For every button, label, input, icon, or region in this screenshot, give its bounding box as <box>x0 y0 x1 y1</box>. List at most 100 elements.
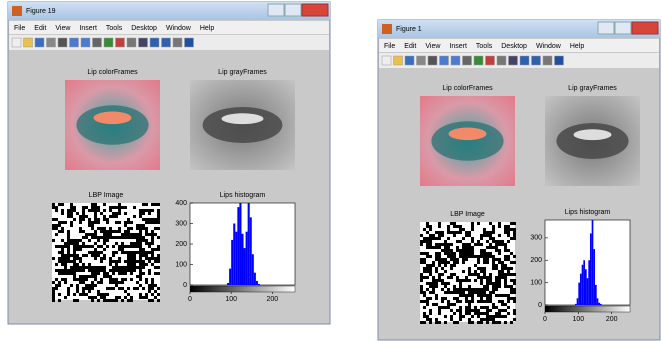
menu-item[interactable]: Edit <box>404 43 416 50</box>
toolbar-button[interactable] <box>139 38 148 47</box>
lbp-pixel <box>465 276 468 279</box>
lbp-pixel <box>118 269 121 272</box>
histogram-bar <box>248 203 250 285</box>
maximize-button[interactable] <box>285 4 301 16</box>
maximize-button[interactable] <box>615 22 631 34</box>
toolbar-button[interactable] <box>58 38 67 47</box>
lbp-pixel <box>127 293 130 296</box>
lbp-pixel <box>64 242 67 245</box>
toolbar-button[interactable] <box>543 56 552 65</box>
toolbar-button[interactable] <box>405 56 414 65</box>
menu-item[interactable]: Help <box>200 25 215 32</box>
toolbar-button[interactable] <box>47 38 56 47</box>
toolbar-button[interactable] <box>35 38 44 47</box>
lbp-pixel <box>112 266 115 269</box>
close-button[interactable] <box>302 4 328 16</box>
lbp-pixel <box>97 245 100 248</box>
lbp-pixel <box>124 278 127 281</box>
toolbar-button[interactable] <box>150 38 159 47</box>
lbp-pixel <box>447 228 450 231</box>
lbp-pixel <box>426 318 429 321</box>
toolbar-button[interactable] <box>81 38 90 47</box>
lbp-pixel <box>444 297 447 300</box>
toolbar-button[interactable] <box>509 56 518 65</box>
lbp-pixel <box>483 231 486 234</box>
menu-item[interactable]: File <box>14 25 25 32</box>
lbp-pixel <box>52 287 55 290</box>
lbp-pixel <box>109 227 112 230</box>
toolbar-button[interactable] <box>520 56 529 65</box>
menu-item[interactable]: Window <box>166 25 192 32</box>
close-button[interactable] <box>632 22 658 34</box>
lbp-pixel <box>76 278 79 281</box>
lbp-pixel <box>456 279 459 282</box>
toolbar-button[interactable] <box>127 38 136 47</box>
toolbar-button[interactable] <box>173 38 182 47</box>
toolbar-button[interactable] <box>185 38 194 47</box>
lbp-pixel <box>471 300 474 303</box>
lbp-pixel <box>73 254 76 257</box>
lbp-pixel <box>426 288 429 291</box>
lbp-pixel <box>429 285 432 288</box>
lbp-pixel <box>94 275 97 278</box>
lbp-pixel <box>438 222 441 225</box>
menu-item[interactable]: Insert <box>79 25 97 32</box>
lbp-pixel <box>474 270 477 273</box>
menu-item[interactable]: Tools <box>106 25 123 32</box>
toolbar-button[interactable] <box>24 38 33 47</box>
toolbar-button[interactable] <box>428 56 437 65</box>
lbp-pixel <box>82 236 85 239</box>
menu-item[interactable]: Edit <box>34 25 46 32</box>
lbp-pixel <box>447 243 450 246</box>
menu-item[interactable]: View <box>425 43 441 50</box>
toolbar-button[interactable] <box>440 56 449 65</box>
toolbar-button[interactable] <box>93 38 102 47</box>
chart-title: Lips histogram <box>220 192 266 199</box>
lbp-pixel <box>142 227 145 230</box>
menu-item[interactable]: Help <box>570 43 585 50</box>
menu-item[interactable]: Window <box>536 43 562 50</box>
toolbar-button[interactable] <box>463 56 472 65</box>
toolbar-button[interactable] <box>417 56 426 65</box>
toolbar-button[interactable] <box>451 56 460 65</box>
menu-item[interactable]: Desktop <box>131 25 157 32</box>
menu-item[interactable]: File <box>384 43 395 50</box>
lbp-pixel <box>447 237 450 240</box>
toolbar-button[interactable] <box>474 56 483 65</box>
toolbar-button[interactable] <box>382 56 391 65</box>
lbp-pixel <box>507 300 510 303</box>
lbp-pixel <box>432 264 435 267</box>
lbp-pixel <box>513 255 516 258</box>
lbp-pixel <box>486 240 489 243</box>
menu-item[interactable]: Tools <box>476 43 493 50</box>
minimize-button[interactable] <box>598 22 614 34</box>
toolbar-button[interactable] <box>104 38 113 47</box>
lbp-pixel <box>459 315 462 318</box>
lbp-pixel <box>91 287 94 290</box>
x-tick-label: 200 <box>267 296 279 303</box>
lbp-pixel <box>435 243 438 246</box>
toolbar-button[interactable] <box>532 56 541 65</box>
lbp-pixel <box>94 209 97 212</box>
lbp-pixel <box>151 278 154 281</box>
toolbar-button[interactable] <box>555 56 564 65</box>
lbp-pixel <box>450 243 453 246</box>
menu-item[interactable]: Insert <box>449 43 467 50</box>
lbp-pixel <box>480 243 483 246</box>
lbp-pixel <box>145 227 148 230</box>
lbp-pixel <box>121 278 124 281</box>
lbp-pixel <box>492 237 495 240</box>
toolbar-button[interactable] <box>486 56 495 65</box>
toolbar-button[interactable] <box>12 38 21 47</box>
toolbar-button[interactable] <box>497 56 506 65</box>
toolbar-button[interactable] <box>116 38 125 47</box>
minimize-button[interactable] <box>268 4 284 16</box>
lbp-pixel <box>465 306 468 309</box>
menu-item[interactable]: View <box>55 25 71 32</box>
menu-item[interactable]: Desktop <box>501 43 527 50</box>
toolbar-button[interactable] <box>394 56 403 65</box>
lbp-pixel <box>85 233 88 236</box>
toolbar-button[interactable] <box>162 38 171 47</box>
lbp-pixel <box>474 306 477 309</box>
toolbar-button[interactable] <box>70 38 79 47</box>
